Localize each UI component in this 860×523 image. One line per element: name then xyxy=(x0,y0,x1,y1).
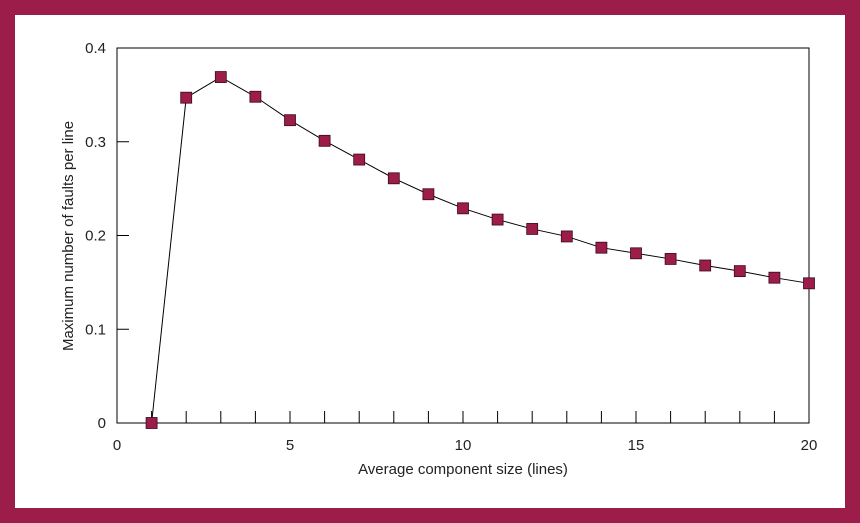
x-tick-label: 5 xyxy=(286,437,294,454)
y-tick-label: 0.4 xyxy=(85,40,106,57)
data-point xyxy=(664,253,677,265)
data-point xyxy=(733,265,746,278)
data-point xyxy=(318,134,331,147)
y-tick-label: 0 xyxy=(98,415,106,432)
data-point xyxy=(353,153,366,166)
x-axis-title: Average component size (lines) xyxy=(358,461,568,478)
y-axis-title: Maximum number of faults per line xyxy=(60,121,77,351)
data-point xyxy=(387,172,400,185)
x-axis: 0 5 10 15 20 xyxy=(113,411,818,454)
plot-area xyxy=(116,47,810,424)
data-point xyxy=(214,71,227,83)
data-point xyxy=(803,277,815,290)
data-point xyxy=(630,247,642,260)
data-point xyxy=(768,271,781,284)
data-point xyxy=(491,213,504,226)
data-point xyxy=(180,91,193,104)
x-tick-label: 15 xyxy=(628,437,645,454)
y-tick-label: 0.3 xyxy=(85,134,106,151)
data-point xyxy=(526,223,539,235)
data-point xyxy=(284,114,296,127)
data-point xyxy=(560,230,573,243)
y-tick-label: 0.2 xyxy=(85,228,106,245)
data-point xyxy=(699,259,712,272)
data-point xyxy=(595,241,608,254)
data-point xyxy=(422,188,435,201)
series-markers xyxy=(145,71,815,429)
y-tick-label: 0.1 xyxy=(85,321,106,338)
data-point xyxy=(249,90,262,103)
x-tick-label: 20 xyxy=(801,437,818,454)
series-line xyxy=(151,76,810,424)
data-point xyxy=(457,202,469,215)
data-point xyxy=(145,417,158,429)
x-tick-label: 0 xyxy=(113,437,121,454)
x-tick-label: 10 xyxy=(455,437,472,454)
y-axis: 0 0.1 0.2 0.3 0.4 xyxy=(85,40,129,432)
